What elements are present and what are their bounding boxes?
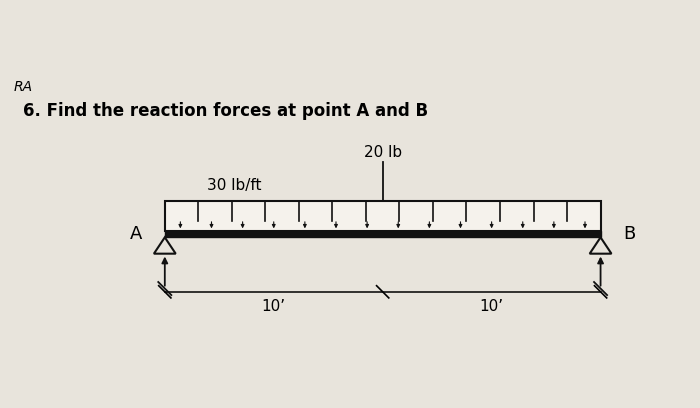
Text: 10’: 10’ — [480, 299, 504, 315]
Text: 30 lb/ft: 30 lb/ft — [207, 178, 262, 193]
Bar — [164, 201, 601, 231]
Text: 20 lb: 20 lb — [363, 145, 402, 160]
Bar — [164, 231, 601, 237]
Text: 6. Find the reaction forces at point A and B: 6. Find the reaction forces at point A a… — [23, 102, 428, 120]
Text: RA: RA — [13, 80, 33, 94]
Text: A: A — [130, 225, 143, 243]
Text: 10’: 10’ — [262, 299, 286, 315]
Text: B: B — [623, 225, 635, 243]
